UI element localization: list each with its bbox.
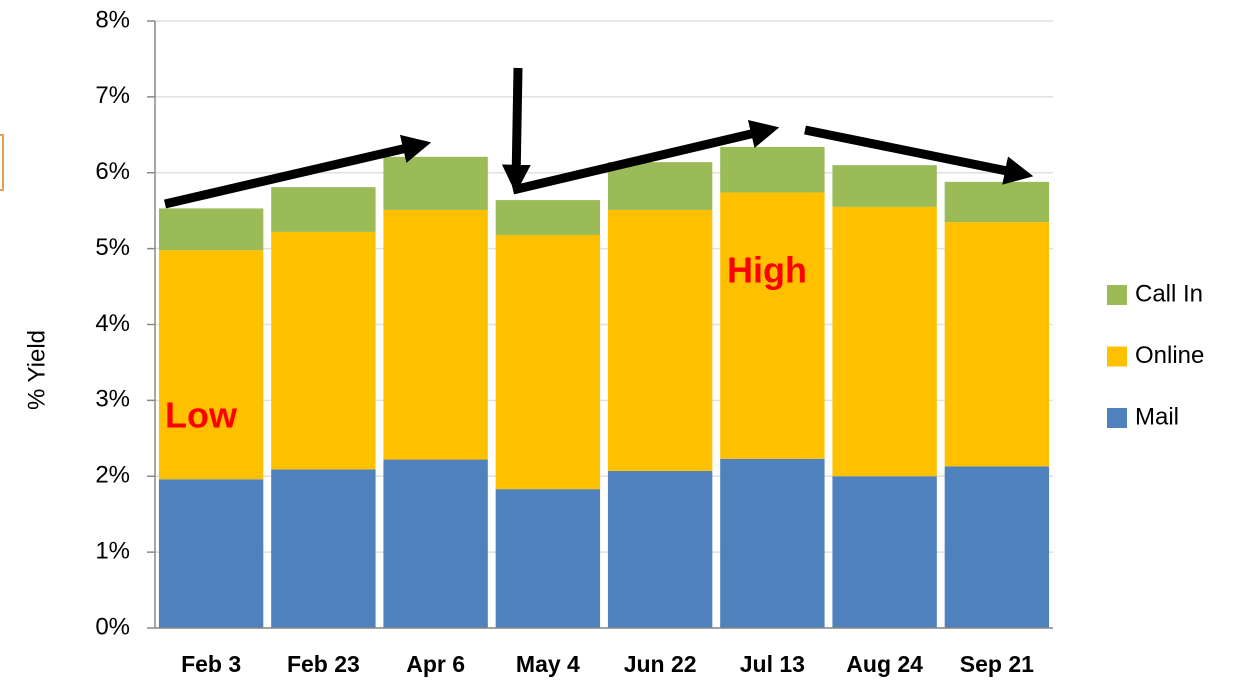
bar-segment [271, 187, 376, 232]
bar-segment [944, 466, 1050, 628]
bar-segment [158, 208, 264, 251]
bar-segment [607, 470, 713, 628]
bar-segment [607, 162, 713, 210]
bar-segment [383, 459, 488, 628]
bar-segment [944, 222, 1050, 467]
x-tick-label: Jun 22 [624, 651, 697, 677]
legend-swatch [1107, 346, 1127, 367]
arrows [163, 67, 1034, 209]
x-tick-label: Apr 6 [406, 651, 465, 677]
arrow [511, 119, 780, 195]
arrow [804, 125, 1034, 185]
x-tick-label: May 4 [516, 651, 580, 677]
y-tick-label: 7% [95, 82, 130, 109]
bar-segment [944, 181, 1050, 223]
bar-segment [720, 192, 825, 459]
x-tick-label: Feb 23 [287, 651, 360, 677]
legend-swatch [1107, 408, 1127, 428]
bar-segment [271, 469, 376, 628]
y-tick-label: 3% [95, 386, 130, 413]
bar-segment [607, 209, 713, 471]
y-tick-label: 2% [95, 462, 130, 489]
legend-label: Call In [1135, 280, 1203, 307]
bar-segment [495, 489, 601, 628]
bar-segment [495, 200, 601, 235]
bar-segment [720, 146, 825, 193]
legend-label: Mail [1135, 403, 1179, 430]
y-tick-label: 8% [95, 6, 130, 33]
arrow [501, 67, 531, 194]
arrow [163, 134, 432, 209]
y-tick-label: 4% [95, 310, 130, 337]
legend-label: Online [1135, 342, 1204, 369]
bar-segment [832, 476, 937, 628]
bar-segment [383, 156, 488, 210]
y-tick-label: 1% [95, 537, 130, 564]
bar-segment [832, 165, 937, 207]
x-tick-label: Feb 3 [181, 651, 241, 677]
y-tick-label: 6% [95, 158, 130, 185]
edge-artifact [0, 134, 4, 191]
legend-swatch [1107, 285, 1127, 305]
bar-segment [158, 479, 264, 628]
bar-segment [383, 209, 488, 460]
bar-segment [832, 206, 937, 477]
x-tick-label: Sep 21 [960, 651, 1034, 677]
bar-segment [158, 250, 264, 480]
y-axis-label: % Yield [23, 330, 50, 410]
y-tick-label: 0% [95, 613, 130, 640]
x-tick-label: Aug 24 [846, 651, 923, 677]
bar-segment [495, 234, 601, 490]
annotation: Low [165, 395, 238, 436]
y-tick-label: 5% [95, 234, 130, 261]
x-tick-label: Jul 13 [740, 651, 805, 677]
bar-segment [720, 458, 825, 628]
bar-segment [271, 231, 376, 470]
annotation: High [727, 250, 807, 291]
